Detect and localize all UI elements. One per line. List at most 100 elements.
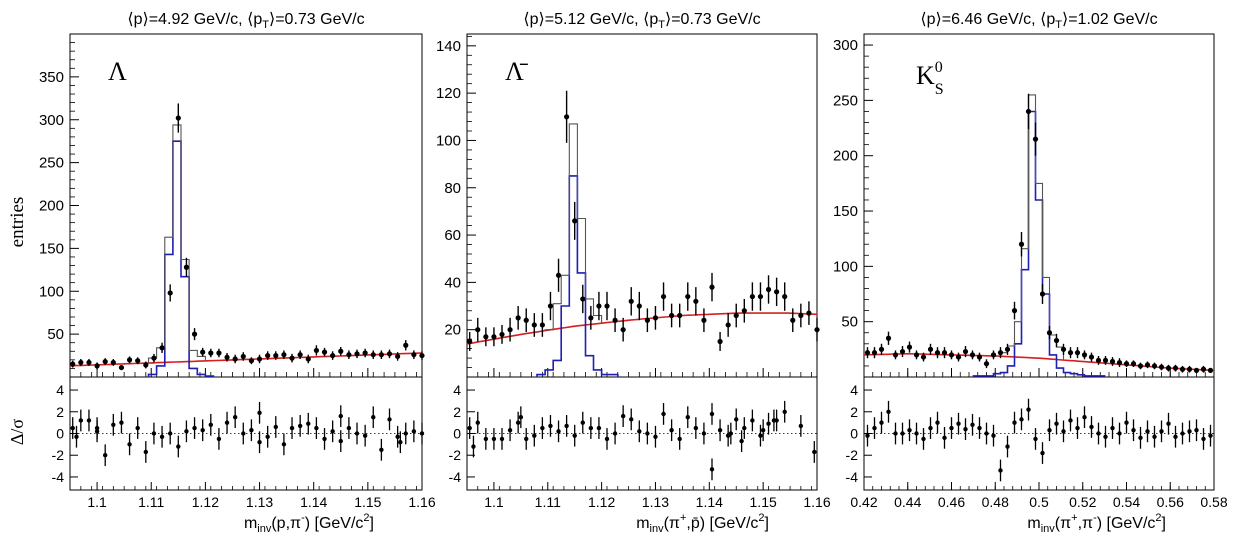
ratio-point bbox=[935, 420, 940, 425]
data-point bbox=[709, 284, 715, 290]
y-tick-label: 120 bbox=[436, 85, 461, 102]
x-tick-label: 1.16 bbox=[408, 494, 435, 510]
data-point bbox=[547, 303, 554, 309]
data-point bbox=[620, 327, 626, 333]
data-point bbox=[1158, 364, 1165, 370]
data-point bbox=[483, 334, 489, 340]
ratio-point bbox=[1145, 429, 1150, 434]
data-point bbox=[580, 296, 586, 302]
ratio-y-tick-label: 2 bbox=[850, 404, 858, 420]
x-tick-label: 0.5 bbox=[1029, 494, 1049, 510]
data-point bbox=[1067, 350, 1074, 356]
data-point bbox=[216, 350, 222, 356]
ratio-point bbox=[322, 436, 327, 442]
data-point bbox=[281, 352, 287, 358]
data-point bbox=[749, 293, 755, 300]
ratio-point bbox=[1012, 420, 1017, 425]
data-point bbox=[878, 346, 885, 352]
data-point bbox=[1004, 346, 1011, 352]
data-point bbox=[1179, 366, 1186, 372]
data-point bbox=[701, 317, 707, 323]
data-point bbox=[297, 352, 303, 358]
ratio-point bbox=[886, 409, 891, 414]
ratio-point bbox=[653, 434, 658, 439]
x-tick-label: 1.12 bbox=[588, 494, 615, 510]
ratio-y-tick-label: -4 bbox=[52, 469, 65, 485]
ratio-point bbox=[1033, 436, 1038, 442]
data-point bbox=[232, 356, 238, 362]
ratio-point bbox=[1131, 428, 1136, 433]
ratio-point bbox=[176, 444, 181, 449]
ratio-point bbox=[970, 422, 975, 428]
data-point bbox=[1172, 365, 1179, 371]
y-tick-label: 200 bbox=[833, 148, 858, 165]
ratio-point bbox=[956, 421, 961, 426]
data-point bbox=[94, 363, 100, 369]
data-point bbox=[1130, 361, 1137, 367]
data-point bbox=[183, 264, 190, 270]
ratio-point bbox=[620, 413, 626, 419]
ratio-point bbox=[1005, 444, 1010, 449]
x-tick-label: 0.52 bbox=[1069, 494, 1096, 510]
data-point bbox=[969, 352, 976, 358]
y-tick-label: 80 bbox=[444, 180, 461, 197]
data-point bbox=[955, 354, 962, 360]
ratio-point bbox=[518, 415, 524, 420]
ratio-point bbox=[208, 422, 213, 428]
particle-label: Λ bbox=[108, 57, 127, 86]
data-point bbox=[419, 352, 425, 359]
x-tick-label: 1.1 bbox=[87, 494, 107, 510]
x-tick-label: 0.48 bbox=[982, 494, 1009, 510]
ratio-point bbox=[677, 436, 682, 442]
y-tick-label: 250 bbox=[39, 155, 64, 172]
data-point bbox=[765, 286, 772, 293]
data-point bbox=[362, 350, 368, 356]
ratio-point bbox=[942, 435, 947, 441]
ratio-point bbox=[1061, 429, 1066, 434]
data-point bbox=[159, 345, 165, 351]
ratio-point bbox=[419, 431, 425, 436]
ratio-point bbox=[604, 436, 610, 442]
ratio-point bbox=[588, 425, 594, 431]
data-point bbox=[693, 298, 699, 304]
ratio-point bbox=[471, 444, 476, 449]
ratio-y-tick-label: -2 bbox=[449, 447, 462, 463]
ratio-point bbox=[661, 411, 666, 417]
ratio-point bbox=[346, 425, 352, 431]
data-point bbox=[305, 356, 311, 362]
data-point bbox=[572, 218, 578, 224]
ratio-point bbox=[693, 425, 699, 431]
background-fit-curve bbox=[69, 352, 423, 367]
data-point bbox=[757, 293, 764, 300]
ratio-point bbox=[1089, 424, 1094, 430]
y-tick-label: 300 bbox=[39, 112, 64, 129]
data-point bbox=[948, 352, 955, 358]
data-point bbox=[1193, 367, 1200, 373]
x-tick-label: 1.15 bbox=[750, 494, 777, 510]
ratio-point bbox=[395, 434, 400, 439]
data-point bbox=[386, 351, 393, 357]
ratio-point bbox=[1026, 407, 1031, 412]
ratio-point bbox=[1166, 421, 1171, 426]
ratio-point bbox=[977, 425, 982, 431]
background-fit-curve bbox=[466, 312, 818, 345]
ratio-point bbox=[739, 438, 744, 444]
panel-1: ⟨p⟩=4.92 GeV/c, ⟨pT⟩=0.73 GeV/c Λ 50 100 150… bbox=[39, 11, 436, 533]
y-tick-label: 40 bbox=[444, 274, 461, 291]
data-point bbox=[1137, 363, 1144, 369]
ratio-point bbox=[629, 417, 634, 422]
ratio-point bbox=[475, 420, 480, 425]
x-axis-label: minv(π+,π-) [GeV/c2] bbox=[1027, 512, 1166, 533]
ratio-y-tick-label: 4 bbox=[56, 382, 64, 398]
data-point bbox=[798, 312, 804, 319]
data-point bbox=[346, 352, 352, 358]
ratio-point bbox=[314, 425, 319, 431]
ratio-point bbox=[728, 431, 734, 436]
y-tick-label: 100 bbox=[833, 258, 858, 275]
data-point bbox=[240, 353, 246, 360]
ratio-point bbox=[766, 421, 771, 426]
data-point bbox=[1011, 308, 1018, 314]
data-point bbox=[997, 350, 1004, 356]
data-point bbox=[913, 352, 920, 358]
